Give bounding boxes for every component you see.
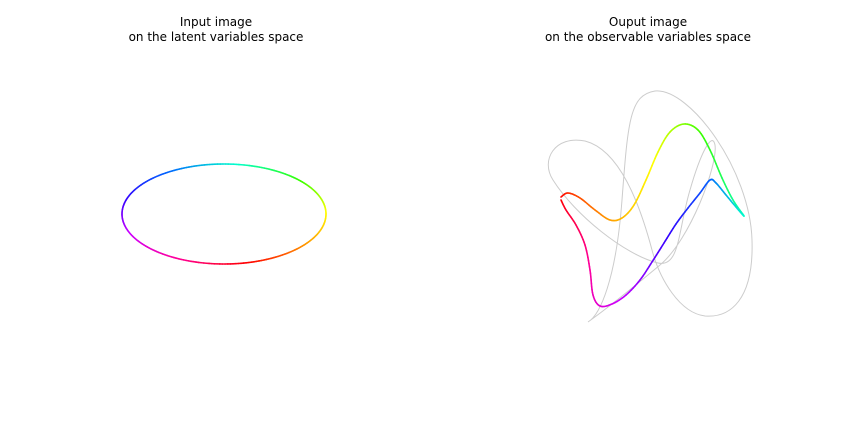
ghost-curve — [547, 90, 753, 323]
observable-curve — [560, 123, 745, 308]
latent-panel: Input image on the latent variables spac… — [0, 15, 432, 265]
observable-title-line2: on the observable variables space — [544, 30, 752, 44]
observable-panel: Ouput image on the observable variables … — [432, 0, 864, 432]
observable-curve-plot — [547, 90, 753, 323]
latent-title-line1: Input image — [179, 15, 253, 29]
latent-panel-title: Input image on the latent variables spac… — [0, 15, 432, 45]
observable-panel-title: Ouput image on the observable variables … — [432, 15, 864, 45]
latent-title-line2: on the latent variables space — [128, 30, 304, 44]
observable-title-line1: Ouput image — [608, 15, 688, 29]
latent-ellipse — [121, 163, 327, 265]
latent-ellipse-plot — [121, 163, 327, 265]
